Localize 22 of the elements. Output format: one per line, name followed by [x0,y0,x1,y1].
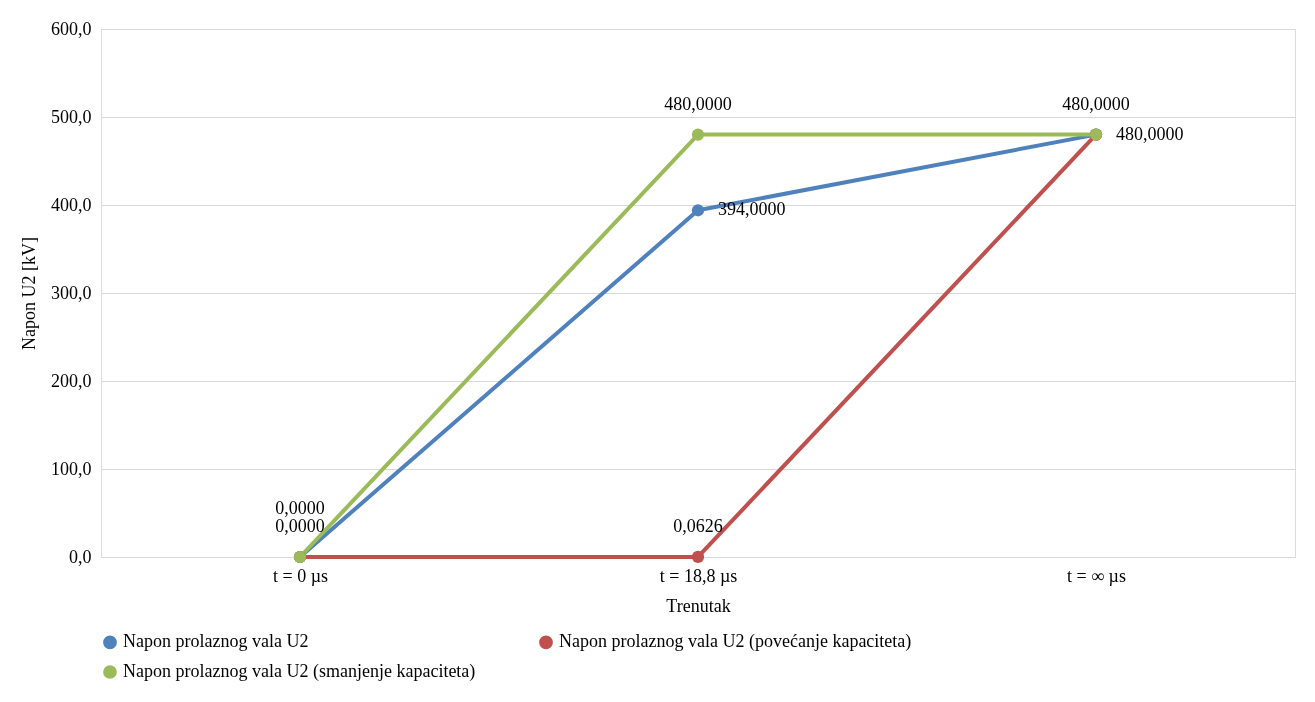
y-tick-label: 0,0 [69,546,92,567]
data-label: 480,0000 [1116,123,1184,144]
y-axis-title: Napon U2 [kV] [19,237,39,350]
x-tick-label: t = 18,8 µs [659,565,738,586]
y-tick-label: 200,0 [51,370,92,391]
legend-label: Napon prolaznog vala U2 (povećanje kapaciteta) [559,631,912,653]
data-label: 480,0000 [1062,93,1130,114]
y-tick-label: 100,0 [51,458,92,479]
data-label: 0,0000 [275,498,325,518]
data-label: 0,0000 [275,516,325,536]
data-label: 394,0000 [718,199,786,220]
y-tick-label: 600,0 [51,18,92,39]
x-axis-title: Trenutak [666,595,731,616]
x-tick-label: t = ∞ µs [1067,565,1126,586]
y-tick-label: 500,0 [51,106,92,127]
x-tick-label: t = 0 µs [272,565,329,586]
y-tick-label: 400,0 [51,194,92,215]
legend-label: Napon prolaznog vala U2 (smanjenje kapaciteta) [123,661,476,682]
legend-label: Napon prolaznog vala U2 [123,631,309,652]
data-label: 0,0626 [673,515,723,536]
data-label: 480,0000 [664,93,732,114]
y-tick-label: 300,0 [51,282,92,303]
